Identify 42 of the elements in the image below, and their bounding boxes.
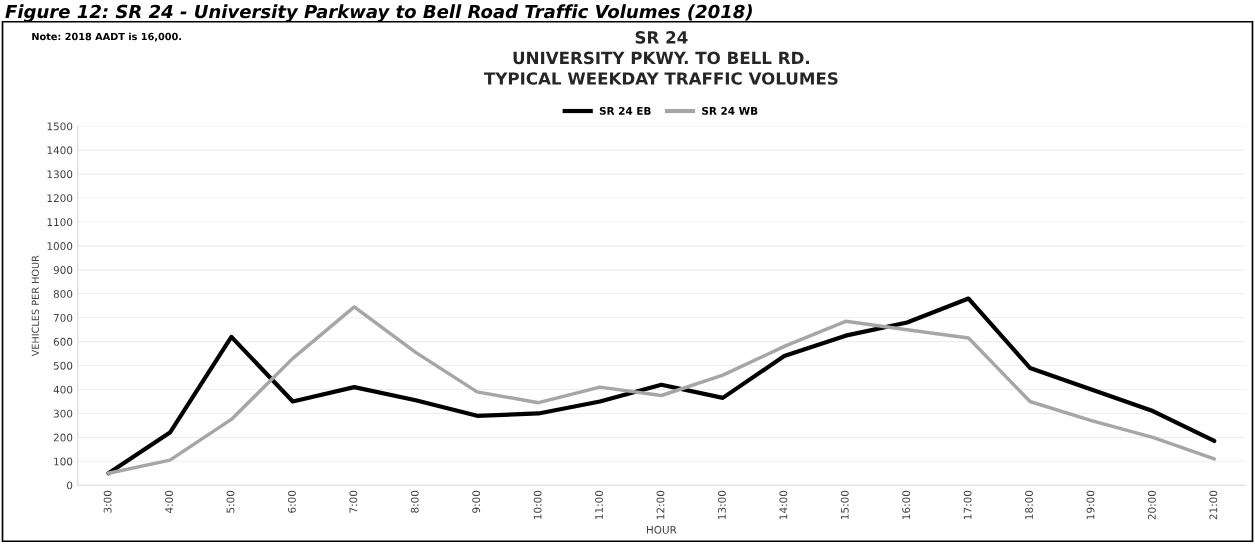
y-tick-label: 1500 <box>47 122 73 131</box>
y-tick-label: 0 <box>67 481 73 490</box>
y-tick-label: 1200 <box>47 194 73 203</box>
x-tick-label: 4:00 <box>165 490 173 513</box>
x-tick-label: 17:00 <box>963 490 972 519</box>
x-tick-label: 10:00 <box>533 490 542 519</box>
x-tick-label: 13:00 <box>717 490 726 519</box>
y-tick-label: 200 <box>53 433 73 442</box>
x-tick-label: 14:00 <box>779 490 788 519</box>
y-tick-label: 1300 <box>47 170 73 179</box>
chart-title: SR 24 UNIVERSITY PKWY. TO BELL RD. TYPICAL WEEKDAY TRAFFIC VOLUMES <box>484 31 838 85</box>
legend-label: SR 24 EB <box>599 106 651 115</box>
y-tick-label: 100 <box>54 457 73 466</box>
x-tick-label: 19:00 <box>1086 490 1095 519</box>
y-tick-label: 800 <box>53 289 73 298</box>
x-tick-label: 5:00 <box>226 490 235 513</box>
y-tick-label: 1400 <box>47 146 73 155</box>
x-tick-label: 20:00 <box>1147 490 1156 520</box>
text: Note: 2018 AADT is 16,000. <box>32 32 182 42</box>
x-tick-label: 11:00 <box>595 490 603 519</box>
caption: Figure 12: SR 24 - University Parkway to Bell Road Traffic Volumes (2018) <box>5 4 752 22</box>
y-tick-label: 600 <box>53 337 73 346</box>
y-tick-label: 300 <box>53 409 73 418</box>
x-tick-label: 7:00 <box>349 490 358 513</box>
x-tick-label: 18:00 <box>1025 490 1033 519</box>
x-tick-label: 12:00 <box>656 490 665 519</box>
x-tick-label: 6:00 <box>287 490 296 513</box>
y-axis-title: VEHICLES PER HOUR <box>31 255 39 357</box>
x-tick-label: 8:00 <box>410 490 419 513</box>
x-tick-label: 15:00 <box>840 490 849 519</box>
y-tick-label: 1100 <box>47 218 73 227</box>
y-tick-label: 1000 <box>47 242 73 250</box>
y-tick-label: 700 <box>53 313 73 322</box>
x-axis-title: HOUR <box>646 525 677 534</box>
y-tick-label: 500 <box>53 361 73 370</box>
y-tick-label: 400 <box>53 385 73 394</box>
x-tick-label: 3:00 <box>103 490 112 513</box>
legend-label: SR 24 WB <box>702 106 758 115</box>
x-tick-label: 9:00 <box>472 490 481 513</box>
x-tick-label: 21:00 <box>1209 490 1218 520</box>
x-tick-label: 16:00 <box>902 490 911 519</box>
y-tick-label: 900 <box>53 266 73 274</box>
